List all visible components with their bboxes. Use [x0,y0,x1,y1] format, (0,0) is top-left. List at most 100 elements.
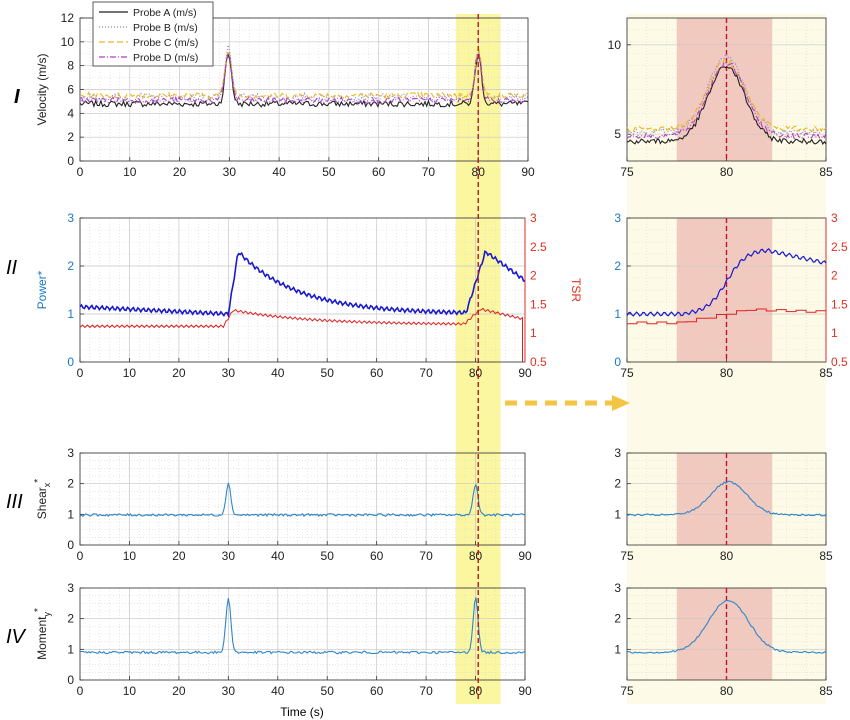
y-right-tick-label: 2.5 [530,240,547,254]
x-tick-label: 75 [620,684,634,698]
y-tick-label: 2 [67,612,74,626]
y-tick-label: 3 [614,211,621,225]
series-line-2 [79,44,529,104]
y-right-tick-label: 1 [831,326,838,340]
row-label-2: II [6,257,18,279]
y-tick-label: 2 [67,130,74,144]
x-tick-label: 10 [123,549,137,563]
row-label-1: I [14,86,20,108]
row-label-4: IV [6,626,27,648]
series-line-3 [79,48,528,100]
III-main-panel: 0 10 20 30 40 50 60 70 80 90 0 1 2 3 Shearx* [33,446,532,563]
x-tick-label: 80 [472,165,486,179]
y-tick-label: 0 [614,355,621,369]
y-tick-label: 2 [614,477,621,491]
y-tick-label: 1 [614,642,621,656]
y-tick-label: 10 [61,35,75,49]
y-tick-label: 10 [608,38,622,52]
x-tick-label: 80 [720,684,734,698]
y-tick-label: 4 [67,106,74,120]
y-axis-label: Power* [35,270,49,309]
x-tick-label: 90 [518,549,532,563]
zoom-series-line-power [626,247,827,317]
x-tick-label: 60 [370,549,384,563]
x-tick-label: 90 [521,165,535,179]
II-main-panel: 0 10 20 30 40 50 60 70 80 90 0 1 2 3 0.5 1 1.5 2 2.5 3 Power… [35,211,583,380]
x-tick-label: 10 [123,684,137,698]
y-right-tick-label: 0.5 [530,355,547,369]
y-tick-label: 3 [614,581,621,595]
x-tick-label: 70 [419,684,433,698]
x-tick-label: 0 [77,684,84,698]
x-tick-label: 0 [77,549,84,563]
y-tick-label: 2 [67,259,74,273]
x-tick-label: 50 [321,684,335,698]
IV-main-panel: 0 10 20 30 40 50 60 70 80 90 0 1 2 3 Momenty* [33,581,532,698]
y-label-subscript: x [42,482,52,487]
x-tick-label: 80 [469,366,483,380]
x-tick-label: 40 [272,165,286,179]
y-right-tick-label: 3 [831,211,838,225]
x-tick-label: 85 [819,366,833,380]
x-tick-label: 80 [720,165,734,179]
y-tick-label: 2 [614,259,621,273]
y-right-tick-label: 1.5 [831,297,848,311]
series-line-4 [79,51,528,105]
zoom-series-line [627,599,827,654]
x-tick-label: 75 [620,366,634,380]
x-tick-label: 40 [271,549,285,563]
y-axis-label: Shearx* [33,479,52,520]
x-tick-label: 90 [518,366,532,380]
x-tick-label: 10 [123,366,137,380]
legend: Probe A (m/s) Probe B (m/s) Probe C (m/s) P… [92,1,214,67]
IV-zoom-panel: 75 80 85 1 2 3 [614,581,833,698]
x-tick-label: 40 [271,366,285,380]
y-right-tick-label: 2 [530,269,537,283]
y-tick-label: 1 [67,642,74,656]
y-tick-label: 1 [614,307,621,321]
x-tick-label: 40 [271,684,285,698]
legend-entry: Probe A (m/s) [133,7,197,19]
row-label-3: III [6,491,23,513]
x-tick-label: 75 [620,549,634,563]
y-label-superscript: * [33,479,44,483]
x-tick-label: 20 [172,366,186,380]
overlay-layer [477,14,630,700]
y-right-tick-label: 3 [530,211,537,225]
zoom-band [676,453,773,545]
y-right-tick-label: 1.5 [530,297,547,311]
y-tick-label: 0 [67,355,74,369]
x-tick-label: 80 [469,684,483,698]
x-tick-label: 70 [422,165,436,179]
plot-frame [79,452,526,546]
series-line-tsr [79,307,523,362]
zoom-series-line-4 [626,61,827,141]
y-tick-label: 5 [614,127,621,141]
y-axis-label: Momenty* [33,608,52,660]
x-tick-label: 80 [720,549,734,563]
x-tick-label: 80 [469,549,483,563]
y-tick-label: 1 [67,307,74,321]
y-right-tick-label: 2.5 [831,240,848,254]
x-tick-label: 60 [372,165,386,179]
x-tick-label: 30 [222,684,236,698]
zoom-series-line-tsr [627,308,827,325]
x-tick-label: 60 [370,366,384,380]
x-tick-label: 30 [222,366,236,380]
x-axis-label: Time (s) [280,705,324,719]
legend-entry: Probe D (m/s) [133,52,198,64]
series-line-1 [79,52,528,109]
y-right-tick-label: 0.5 [831,355,848,369]
x-tick-label: 90 [518,684,532,698]
x-tick-label: 30 [223,165,237,179]
plot-frame [79,587,526,681]
x-tick-label: 85 [819,549,833,563]
x-tick-label: 30 [222,549,236,563]
x-tick-label: 50 [321,366,335,380]
x-tick-label: 70 [419,549,433,563]
y-tick-label: 8 [67,59,74,73]
II-zoom-panel: 75 80 85 0 1 2 3 0.5 1 1.5 2 2.5 3 [614,211,848,380]
x-tick-label: 75 [620,165,634,179]
